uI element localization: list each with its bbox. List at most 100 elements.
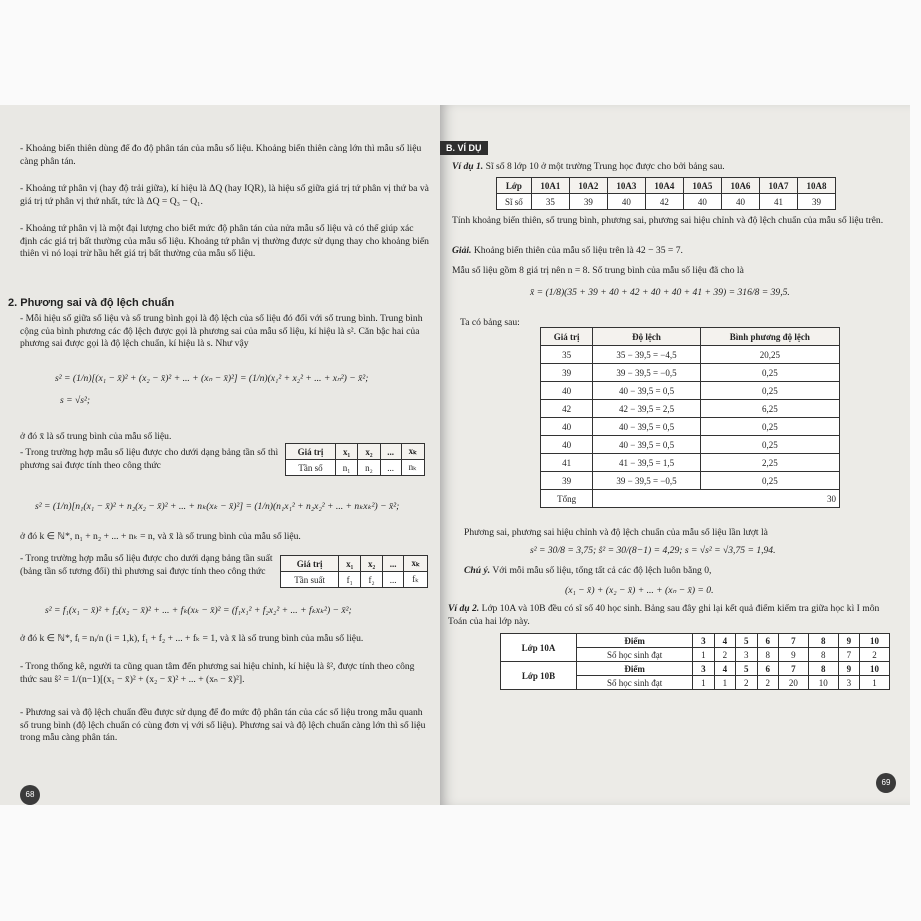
table-cell: 30 [592,489,840,508]
table-cell: 10A2 [568,177,608,194]
table-row: 39 39 − 39,5 = −0,5 0,25 [539,471,841,490]
table-cell: Giá trị [539,327,594,346]
table-cell: 8 [807,661,839,676]
table-cell: 39 [568,193,608,210]
table-cell: x₂ [357,443,381,460]
table-row: Tần suất f₁ f₂... fₖ [279,571,428,588]
paragraph: Tính khoảng biến thiên, số trung bình, p… [452,215,884,226]
table-cell: 2 [756,675,779,690]
table-row: Lớp 10A1 10A2 10A3 10A4 10A5 10A6 10A7 10A8 [496,177,837,194]
table-cell: Lớp 10B [499,661,578,690]
table-cell: 2,25 [699,453,841,472]
table-cell: 8 [756,647,779,662]
table-cell: 3 [837,675,861,690]
formula: s = √s²; [60,395,91,406]
text: Với mỗi mẫu số liệu, tổng tất cả các độ … [492,565,712,576]
table-row: 41 41 − 39,5 = 1,5 2,25 [539,453,841,472]
table-cell: 7 [777,633,809,648]
formula: x̄ = (1/8)(35 + 39 + 40 + 42 + 40 + 40 +… [530,287,790,298]
table-row: 39 39 − 39,5 = −0,5 0,25 [539,363,841,382]
table-cell: Điểm [576,633,694,648]
label: Chú ý. [464,565,491,576]
table-cell: ... [379,459,402,476]
table-cell: Số học sinh đạt [576,647,694,662]
text: Lớp 10A và 10B đều có sĩ số 40 học sinh.… [448,603,880,627]
table-cell: Sĩ số [496,193,532,210]
solution: Giải. Khoảng biến thiên của mẫu số liệu … [452,245,892,258]
paragraph: Phương sai, phương sai hiệu chỉnh và độ … [464,527,768,538]
table-cell: 2 [713,647,737,662]
page-number: 69 [876,773,896,793]
table-cell: x₁ [334,443,359,460]
table-cell: 10A6 [720,177,760,194]
table-row: Số học sinh đạt 1 1 2 2 20 10 3 1 [501,675,890,690]
paragraph: - Trong thống kê, người ta cũng quan tâm… [20,661,415,685]
table-cell: 0,25 [699,435,841,454]
table-cell: 8 [807,633,839,648]
table-cell: 5 [735,661,758,676]
table-cell: 3 [692,661,715,676]
table-cell: 1 [859,675,890,690]
table-cell: 7 [837,647,861,662]
table-row: 35 35 − 39,5 = −4,5 20,25 [539,345,841,364]
table-cell: Tổng [539,489,593,508]
paragraph: ở đó x̄ là số trung bình của mẫu số liệu… [20,431,172,442]
table-cell: 0,25 [699,471,841,490]
table-cell: 4 [713,661,737,676]
table-cell: 4 [713,633,737,648]
table-cell: 39 [796,193,837,210]
table-cell: ... [382,555,405,572]
table-cell: 0,25 [699,363,841,382]
table-cell: 2 [735,675,758,690]
table-cell: 35 [539,345,594,364]
class-size-table: Lớp 10A1 10A2 10A3 10A4 10A5 10A6 10A7 10A8 Sĩ số… [496,177,837,210]
table-cell: ... [379,443,402,460]
table-cell: 39 − 39,5 = −0,5 [592,471,701,490]
table-cell: 40 [539,417,594,436]
table-cell: 42 [539,399,594,418]
paragraph: - Trong trường hợp mẫu số liệu được cho … [20,447,279,471]
text: Khoảng biến thiên của mẫu số liệu trên l… [473,245,683,256]
table-cell: Độ lệch [592,327,701,346]
table-cell: 3 [692,633,715,648]
formula: (x₁ − x̄) + (x₂ − x̄) + ... + (xₙ − x̄) … [565,585,714,596]
table-cell: 9 [837,633,861,648]
table-cell: Giá trị [285,443,336,460]
frequency-table: Giá trị x₁ x₂... xₖ Tần số n₁ n₂... nₖ [285,443,426,476]
paragraph: Mẫu số liệu gồm 8 giá trị nên n = 8. Số … [452,265,744,276]
table-cell: 20,25 [699,345,841,364]
table-row: 40 40 − 39,5 = 0,5 0,25 [539,381,841,400]
paragraph: - Trong trường hợp mẫu số liệu được cho … [20,553,273,577]
table-cell: Giá trị [279,555,340,572]
table-cell: nₖ [400,459,426,476]
example: Ví dụ 1. Sĩ số 8 lớp 10 ở một trường Tru… [452,161,892,174]
table-cell: 40 [720,193,760,210]
table-row: Lớp 10A Điểm 3 4 5 6 7 8 9 10 [499,633,890,662]
label: Giải. [452,245,472,256]
table-row: 40 40 − 39,5 = 0,5 0,25 [539,435,841,454]
table-cell: 40 − 39,5 = 0,5 [592,417,701,436]
table-cell: 40 [682,193,722,210]
table-cell: 41 − 39,5 = 1,5 [592,453,701,472]
section-badge: B. VÍ DỤ [440,141,488,155]
table-cell: f₁ [338,571,362,588]
table-cell: xₖ [400,443,426,460]
table-row: Số học sinh đạt 1 2 3 8 9 8 7 2 [501,647,890,662]
table-cell: 2 [859,647,890,662]
page-number: 68 [20,785,40,805]
table-cell: 1 [692,675,715,690]
table-cell: 10A4 [644,177,684,194]
deviation-table: Giá trị Độ lệch Bình phương độ lệch 35 35 − … [539,327,841,508]
table-cell: n₂ [357,459,381,476]
table-cell: 35 − 39,5 = −4,5 [592,345,701,364]
text: Sĩ số 8 lớp 10 ở một trường Trung học đư… [485,161,725,172]
table-cell: 40 [539,435,594,454]
table-cell: 1 [692,647,715,662]
score-table: Lớp 10A Điểm 3 4 5 6 7 8 9 10 Số học sinh đạt 1 2 3 8 9… [499,633,890,690]
table-row: Giá trị x₁ x₂... xₖ [285,443,426,460]
table-cell: 42 − 39,5 = 2,5 [592,399,701,418]
table-row: 40 40 − 39,5 = 0,5 0,25 [539,417,841,436]
table-row: Tần số n₁ n₂... nₖ [285,459,426,476]
table-row: Giá trị x₁ x₂... xₖ [279,555,428,572]
